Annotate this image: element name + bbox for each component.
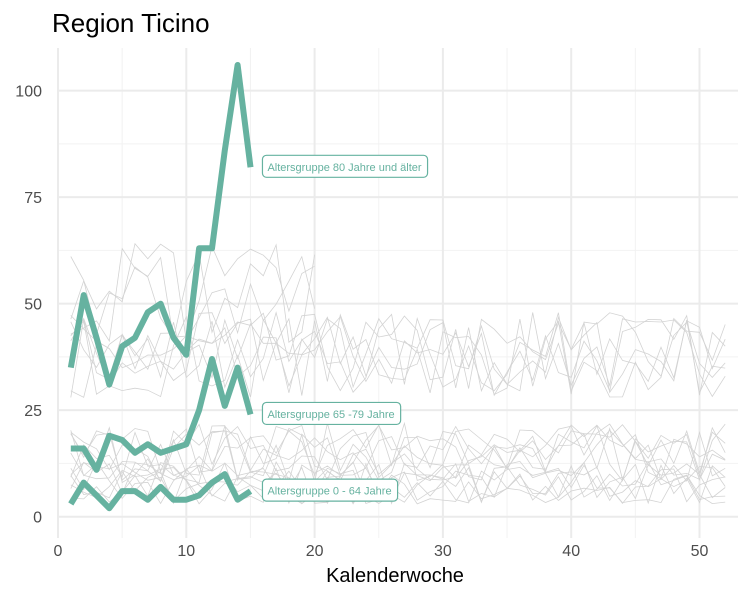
series-labels: Altersgruppe 80 Jahre und älter Altersgru… <box>261 154 429 502</box>
y-tick-label: 0 <box>33 510 42 527</box>
series-label-box <box>261 401 402 426</box>
x-tick-label: 10 <box>177 543 195 560</box>
y-tick-label: 25 <box>24 403 42 420</box>
background-line <box>70 460 726 505</box>
x-tick-label: 40 <box>562 543 580 560</box>
grid-major <box>57 48 738 538</box>
background-line <box>70 425 726 482</box>
series-label-text: Altersgruppe 65 -79 Jahre <box>267 409 394 421</box>
highlighted-series-line <box>68 471 253 512</box>
series-label-text: Altersgruppe 80 Jahre und älter <box>267 162 421 174</box>
x-tick-label: 50 <box>691 543 709 560</box>
series-label: Altersgruppe 80 Jahre und älter <box>261 154 429 178</box>
x-tick-label: 20 <box>306 543 324 560</box>
background-line <box>70 424 726 484</box>
x-axis-title: Kalenderwoche <box>326 565 464 587</box>
x-tick-label: 0 <box>54 543 63 560</box>
background-line <box>70 242 315 343</box>
x-tick-label: 30 <box>434 543 452 560</box>
highlighted-series-line <box>67 62 254 388</box>
series-label: Altersgruppe 0 - 64 Jahre <box>261 478 399 502</box>
y-tick-labels: 0 25 50 75 100 <box>15 84 42 527</box>
y-tick-label: 75 <box>24 190 42 207</box>
series-label-text: Altersgruppe 0 - 64 Jahre <box>267 486 391 498</box>
grid-minor <box>58 48 738 538</box>
series-label-box <box>261 478 399 502</box>
series-label: Altersgruppe 65 -79 Jahre <box>261 401 402 426</box>
series-label-box <box>261 154 429 178</box>
background-line <box>70 460 726 505</box>
highlighted-lines <box>67 62 254 512</box>
background-lines <box>70 242 726 505</box>
y-tick-label: 100 <box>15 84 42 101</box>
background-line <box>70 312 726 397</box>
x-tick-labels: 0 10 20 30 40 50 <box>54 543 709 560</box>
y-tick-label: 50 <box>24 297 42 314</box>
background-line <box>70 424 726 482</box>
background-line <box>70 311 726 398</box>
background-line <box>70 423 726 483</box>
background-line <box>70 243 315 343</box>
chart-title: Region Ticino <box>52 8 210 38</box>
background-line <box>70 312 726 398</box>
highlighted-series-line <box>70 356 254 473</box>
